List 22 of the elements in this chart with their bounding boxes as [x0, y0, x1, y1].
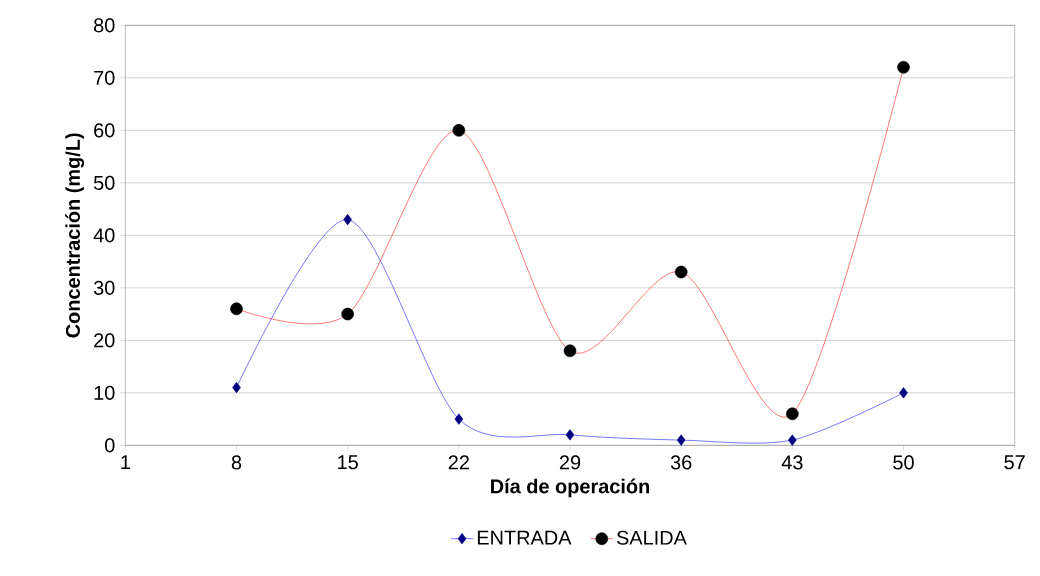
legend-label: ENTRADA — [477, 530, 572, 545]
x-tick-label: 15 — [338, 455, 358, 470]
x-tick-label: 43 — [781, 455, 803, 470]
y-tick-label: 0 — [105, 438, 115, 453]
x-axis-title: Día de operación — [491, 478, 650, 498]
legend-label: SALIDA — [616, 530, 687, 545]
y-tick-label: 40 — [93, 228, 115, 243]
x-tick-label: 1 — [121, 455, 130, 470]
y-tick-label: 20 — [94, 333, 115, 348]
y-tick-label: 10 — [94, 385, 115, 400]
y-axis-title: Concentración (mg/L) — [65, 133, 85, 338]
x-tick-label: 57 — [1004, 455, 1025, 470]
y-tick-label: 50 — [93, 175, 115, 190]
x-tick-label: 22 — [448, 455, 469, 470]
x-tick-label: 36 — [670, 455, 692, 470]
y-tick-label: 80 — [94, 18, 115, 33]
x-tick-label: 50 — [893, 455, 914, 470]
x-tick-label: 29 — [559, 455, 581, 470]
y-tick-label: 60 — [94, 123, 115, 138]
x-tick-label: 8 — [231, 455, 242, 470]
y-tick-label: 70 — [94, 70, 115, 85]
y-tick-label: 30 — [93, 280, 115, 295]
